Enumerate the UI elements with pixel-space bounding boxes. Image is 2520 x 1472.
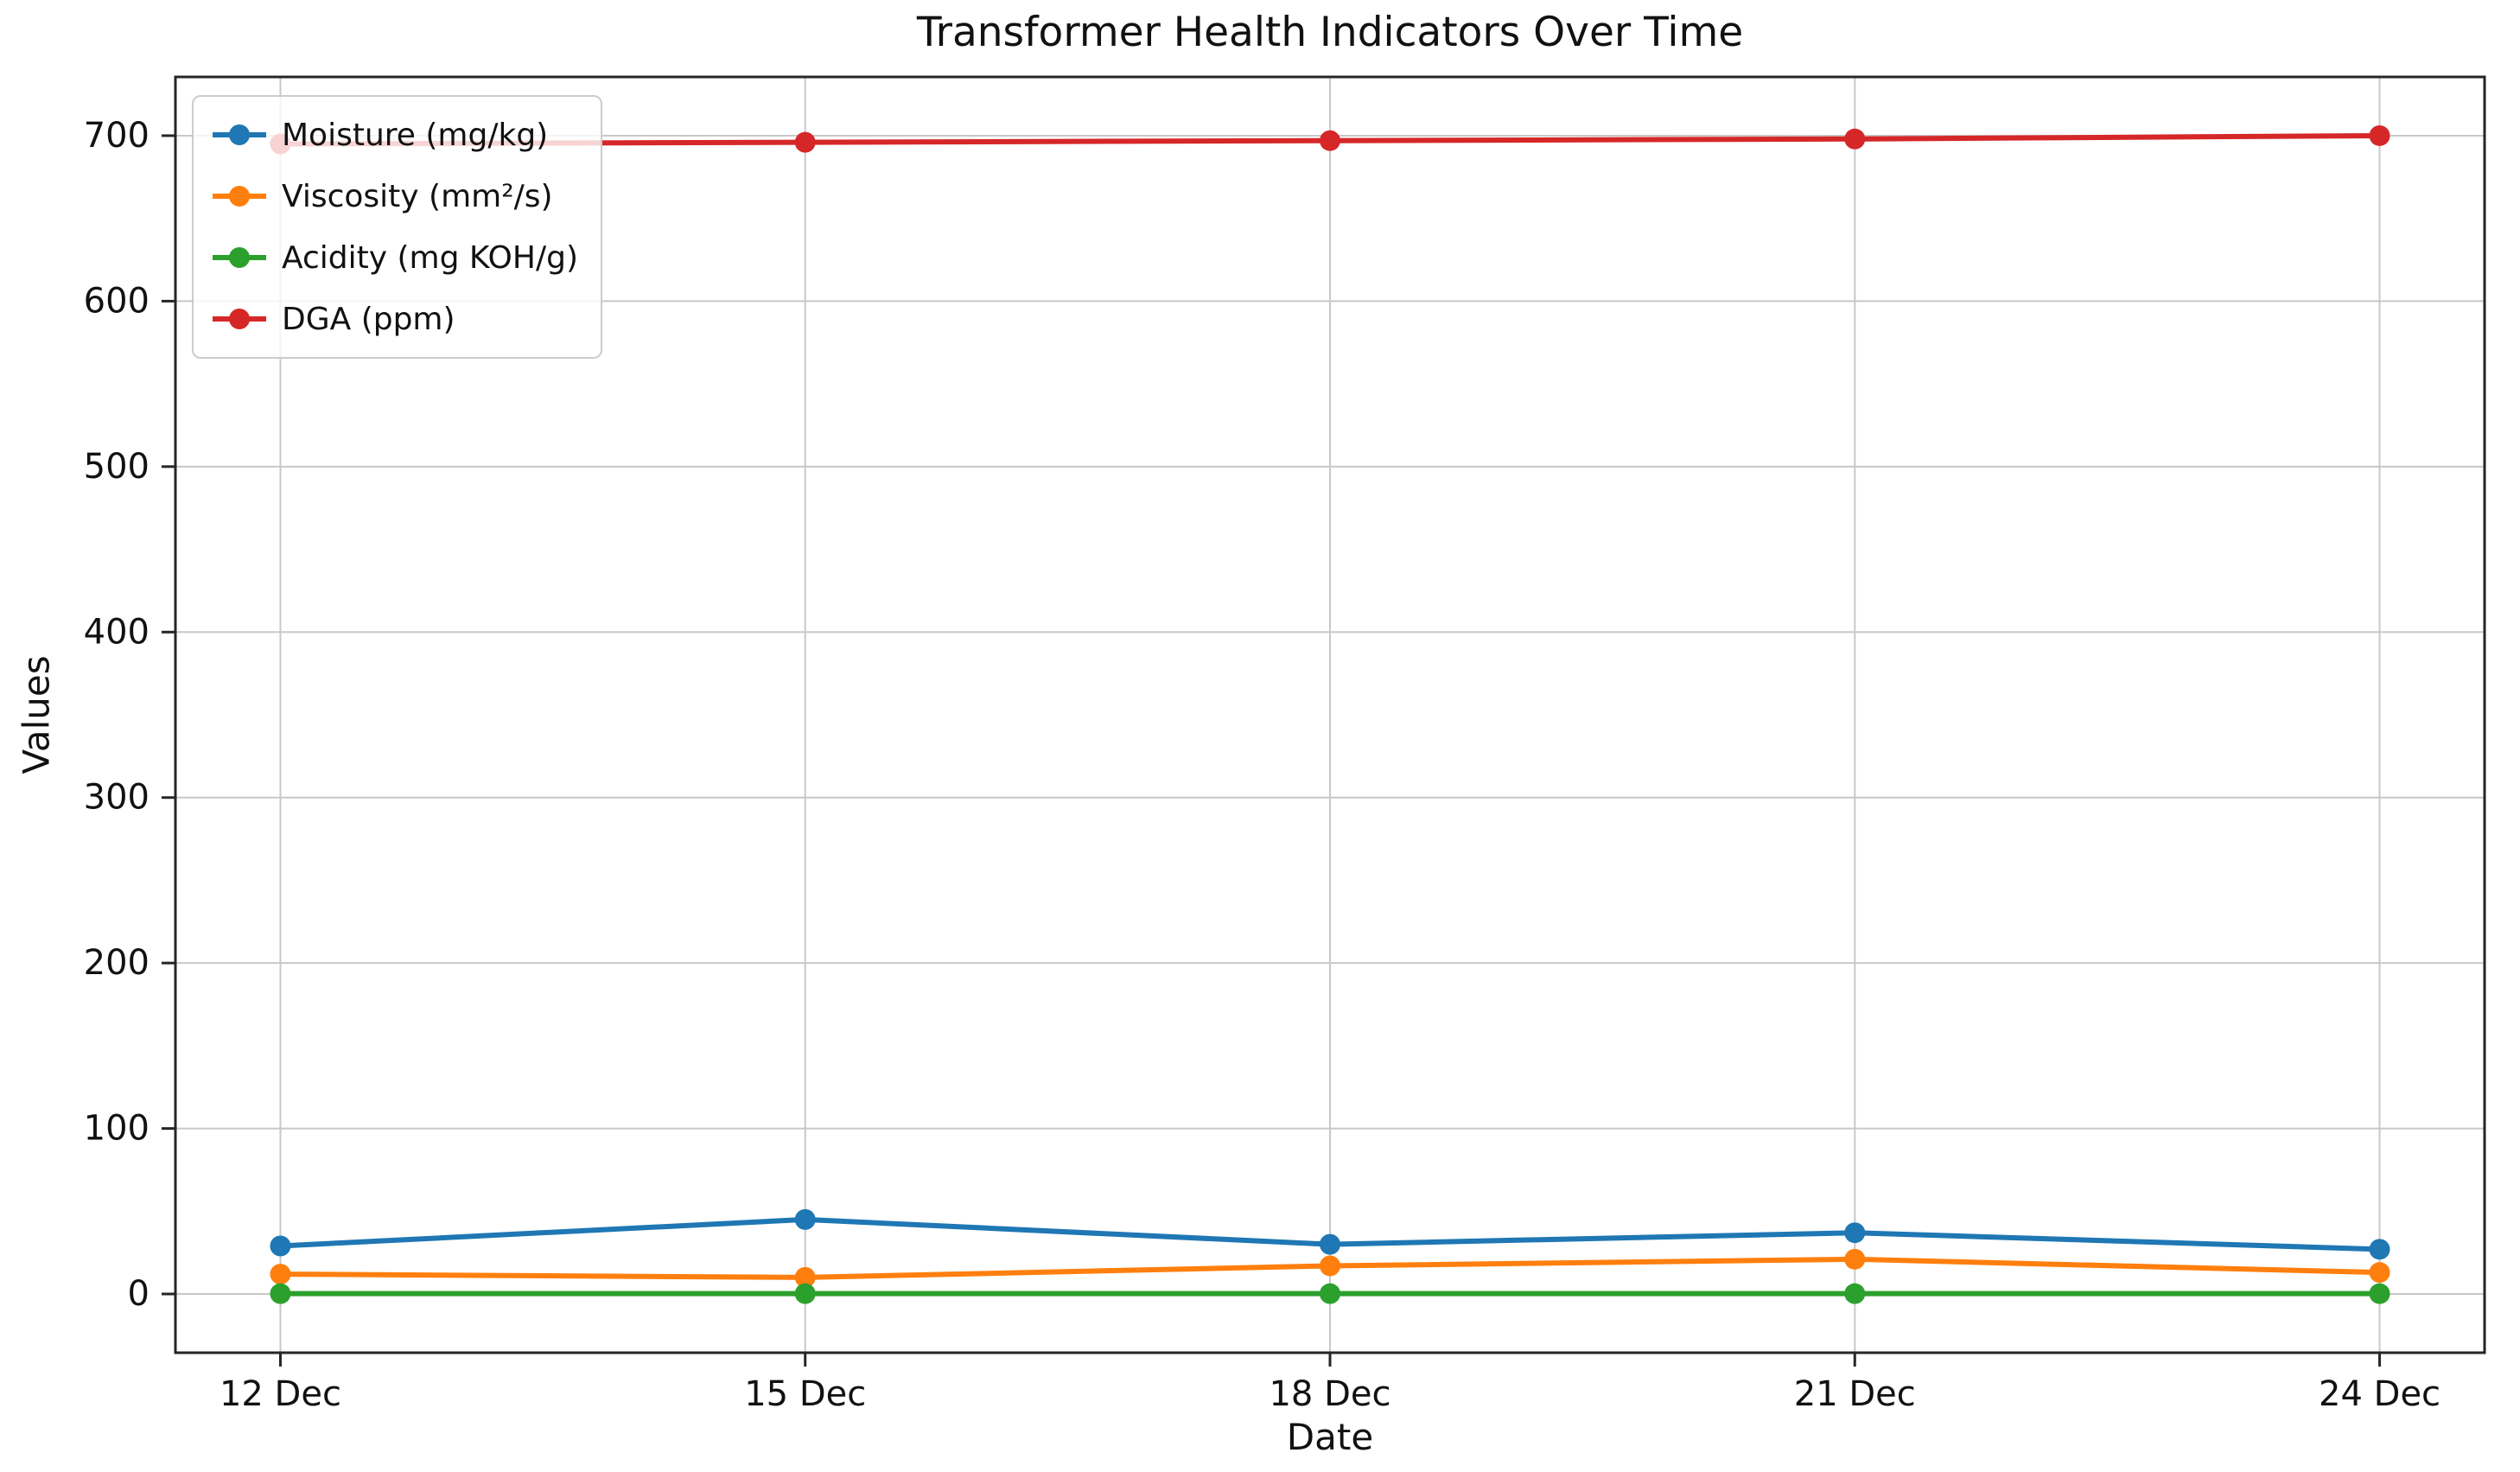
data-point-dga-ppm [794, 131, 816, 153]
data-point-dga-ppm [1844, 128, 1866, 150]
data-point-dga-ppm [1320, 130, 1340, 151]
data-point-viscosity-mm-s [1844, 1248, 1866, 1270]
y-tick-label: 0 [128, 1274, 150, 1314]
y-axis-label: Values [15, 655, 58, 774]
legend-item-viscosity-mm-s: Viscosity (mm²/s) [213, 175, 578, 217]
legend-item-label: Moisture (mg/kg) [282, 117, 549, 153]
data-point-moisture-mg-kg [270, 1235, 291, 1257]
x-tick-label: 21 Dec [1794, 1374, 1916, 1414]
y-tick-label: 500 [84, 447, 150, 487]
data-point-acidity-mg-koh-g [270, 1283, 291, 1304]
legend-item-label: DGA (ppm) [282, 301, 455, 337]
x-tick-label: 18 Dec [1269, 1374, 1390, 1414]
x-axis-label: Date [1286, 1416, 1374, 1458]
data-point-acidity-mg-koh-g [2369, 1283, 2390, 1304]
legend-marker-icon [213, 247, 266, 268]
legend: Moisture (mg/kg) Viscosity (mm²/s) Acidity… [192, 95, 602, 359]
legend-item-moisture-mg-kg: Moisture (mg/kg) [213, 114, 578, 156]
y-tick-label: 100 [84, 1109, 150, 1149]
legend-item-label: Viscosity (mm²/s) [282, 178, 553, 214]
chart-title: Transformer Health Indicators Over Time [916, 9, 1744, 56]
legend-item-label: Acidity (mg KOH/g) [282, 239, 578, 276]
legend-marker-icon [213, 186, 266, 207]
y-tick-label: 300 [84, 778, 150, 818]
data-point-viscosity-mm-s [2369, 1262, 2390, 1284]
x-tick-label: 12 Dec [220, 1374, 341, 1414]
legend-marker-icon [213, 124, 266, 145]
data-point-moisture-mg-kg [2369, 1239, 2390, 1260]
x-tick-label: 24 Dec [2319, 1374, 2440, 1414]
legend-item-dga-ppm: DGA (ppm) [213, 298, 578, 340]
data-point-acidity-mg-koh-g [1320, 1283, 1340, 1304]
x-tick-label: 15 Dec [744, 1374, 866, 1414]
data-point-viscosity-mm-s [270, 1264, 291, 1285]
y-tick-label: 600 [84, 281, 150, 321]
data-point-dga-ppm [2369, 124, 2390, 146]
data-point-acidity-mg-koh-g [794, 1283, 816, 1304]
data-point-acidity-mg-koh-g [1844, 1283, 1866, 1304]
legend-marker-icon [213, 309, 266, 329]
data-point-moisture-mg-kg [794, 1208, 816, 1230]
y-tick-label: 400 [84, 612, 150, 652]
data-point-moisture-mg-kg [1844, 1222, 1866, 1244]
data-point-moisture-mg-kg [1320, 1233, 1340, 1255]
data-point-viscosity-mm-s [794, 1266, 816, 1288]
y-tick-label: 700 [84, 116, 150, 156]
y-tick-label: 200 [84, 943, 150, 983]
legend-item-acidity-mg-koh-g: Acidity (mg KOH/g) [213, 237, 578, 278]
data-point-viscosity-mm-s [1320, 1255, 1340, 1277]
